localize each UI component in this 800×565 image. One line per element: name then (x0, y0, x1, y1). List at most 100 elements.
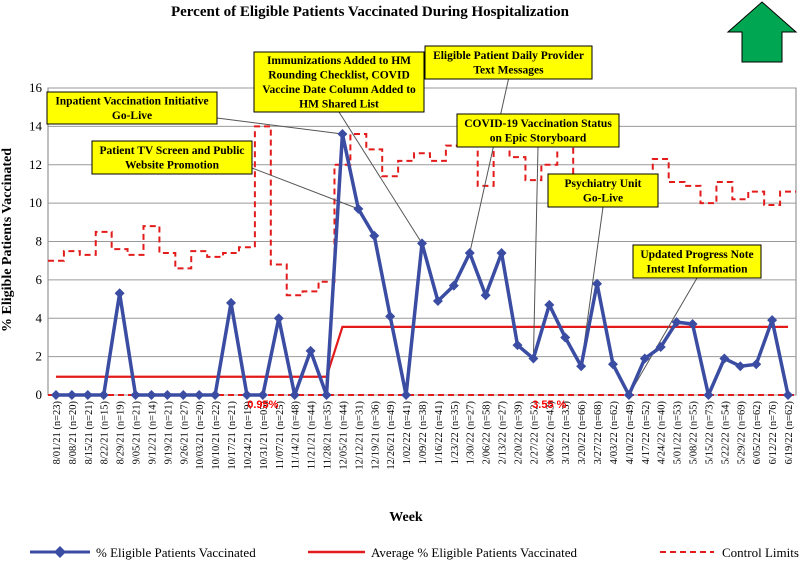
x-tick-label: 2/13/22 (n=27) (498, 400, 509, 464)
annotation-text: Psychiatry Unit (565, 178, 642, 190)
annotation-leader (216, 117, 343, 135)
y-tick-label: 4 (36, 310, 43, 325)
annotation-callout: Updated Progress Note Interest Informatio… (632, 244, 762, 279)
legend-item-vaccinated: % Eligible Patients Vaccinated (30, 545, 256, 560)
data-point (448, 280, 459, 291)
data-point (178, 390, 189, 400)
annotation-leader (251, 167, 359, 210)
y-tick-label: 0 (36, 387, 43, 402)
data-point (783, 390, 794, 400)
average-value-label: 3.55 % (532, 399, 566, 411)
x-tick-label: 2/27/22 (n=52) (529, 400, 540, 464)
data-point (82, 390, 93, 400)
data-point (305, 345, 316, 356)
y-tick-label: 14 (29, 118, 43, 133)
data-point (703, 390, 714, 400)
data-point (194, 390, 205, 400)
data-point (50, 390, 61, 400)
x-tick-label: 4/03/22 (n=62) (609, 400, 620, 464)
x-tick-label: 5/15/22 (n=73) (704, 400, 715, 464)
x-tick-label: 12/12/21 (n=31) (354, 400, 365, 469)
annotation-text: on Epic Storyboard (490, 133, 587, 145)
data-point (146, 390, 157, 400)
data-point (528, 353, 539, 364)
annotation-box (46, 91, 218, 125)
x-tick-label: 9/19/21 (n=21) (163, 400, 174, 464)
x-tick-label: 1/09/22 (n=38) (418, 400, 429, 464)
x-axis-title: Week (389, 510, 423, 525)
annotation-callout: Psychiatry Unit Go-Live (547, 173, 659, 208)
y-tick-label: 6 (36, 272, 43, 287)
annotation-text: Go-Live (583, 193, 623, 205)
data-point (751, 359, 762, 370)
x-tick-label: 1/16/22 (n=41) (434, 400, 445, 464)
data-point (767, 315, 778, 326)
data-point (130, 390, 141, 400)
data-point (655, 342, 666, 353)
y-axis-title: % Eligible Patients Vaccinated (0, 148, 15, 332)
x-tick-label: 5/22/22 (n=54) (720, 400, 731, 464)
annotation-box (456, 113, 620, 148)
data-point (480, 290, 491, 301)
x-tick-label: 3/20/22 (n=66) (577, 400, 588, 464)
annotation-leaders (216, 78, 698, 396)
data-point (607, 359, 618, 370)
data-point (321, 390, 332, 400)
x-tick-label: 4/17/22 (n=52) (641, 400, 652, 464)
data-point (417, 238, 427, 249)
legend: % Eligible Patients Vaccinated Average %… (30, 545, 799, 560)
annotation-box (91, 140, 253, 175)
annotation-callout: Inpatient Vaccination Initiative Go-Live (46, 91, 218, 125)
data-point (385, 311, 396, 322)
annotation-callout: Eligible Patient Daily Provider Text Mess… (424, 45, 593, 80)
data-point (735, 361, 746, 372)
x-tick-label: 11/21/21 (n=44) (307, 401, 318, 470)
y-axis: 0 2 4 6 8 10 12 14 16 (29, 80, 43, 402)
x-tick-label: 9/26/21 (n=27) (179, 400, 190, 464)
legend-label-average: Average % Eligible Patients Vaccinated (371, 545, 578, 560)
data-point (496, 248, 507, 259)
data-point (576, 361, 587, 372)
data-point (560, 332, 571, 343)
x-tick-label: 11/28/21 (n=35) (323, 401, 334, 470)
x-tick-label: 8/29/21 (n=19) (116, 400, 127, 464)
x-tick-label: 2/06/22 (n=58) (482, 400, 493, 464)
x-tick-label: 10/24/21 (n=19) (243, 400, 254, 469)
y-tick-label: 10 (29, 195, 42, 210)
annotation-callout: COVID-19 Vaccination Status on Epic Story… (456, 113, 620, 148)
average-series (55, 325, 789, 378)
annotation-text: Vaccine Date Column Added to (262, 84, 416, 96)
x-tick-label: 1/30/22 (n=27) (466, 400, 477, 464)
annotation-callout: Patient TV Screen and Public Website Prom… (91, 140, 253, 175)
annotation-text: Updated Progress Note (640, 249, 753, 261)
vaccinated-series (50, 129, 794, 400)
data-point (337, 129, 348, 140)
data-point (273, 313, 284, 324)
annotation-box (632, 244, 762, 279)
annotation-leader (338, 111, 423, 244)
annotation-text: Eligible Patient Daily Provider (433, 50, 584, 62)
annotation-text: Rounding Checklist, COVID (268, 70, 410, 82)
annotation-leader (628, 277, 698, 396)
x-tick-label: 8/22/21 (n=15) (100, 400, 111, 464)
data-point (162, 390, 173, 400)
x-tick-label: 3/13/22 (n=33) (561, 400, 572, 464)
data-point (512, 340, 523, 351)
data-point (226, 297, 237, 308)
x-tick-label: 11/07/21 (n=25) (275, 401, 286, 470)
x-tick-label: 4/24/22 (n=40) (657, 400, 668, 464)
x-tick-label: 10/31/21 (n=05) (259, 400, 270, 469)
annotation-text: Patient TV Screen and Public (99, 145, 244, 157)
x-tick-label: 3/06/22 (n=43) (545, 400, 556, 464)
x-tick-label: 12/19/21 (n=36) (370, 400, 381, 469)
data-point (432, 295, 443, 306)
data-point (464, 248, 475, 259)
x-tick-label: 6/05/22 (n=62) (752, 400, 763, 464)
y-tick-label: 16 (29, 80, 43, 95)
x-tick-label: 11/14/21 (n=48) (291, 401, 302, 470)
data-point (592, 278, 603, 289)
annotation-text: Text Messages (473, 65, 544, 77)
data-point (353, 203, 364, 214)
x-tick-label: 12/05/21 (n=44) (338, 400, 349, 469)
